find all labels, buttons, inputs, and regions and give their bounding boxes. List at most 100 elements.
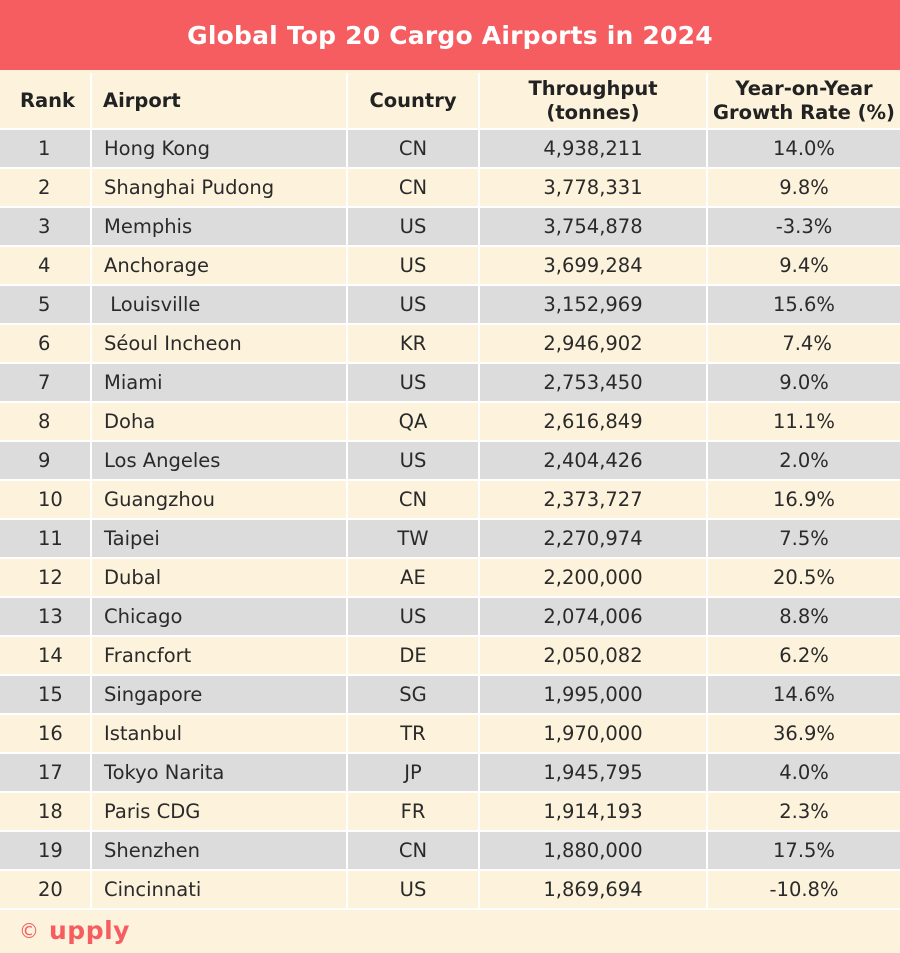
cell-throughput: 2,404,426: [480, 442, 708, 481]
cell-rank: 20: [0, 871, 92, 910]
cell-airport: Hong Kong: [92, 130, 348, 169]
cell-throughput: 1,869,694: [480, 871, 708, 910]
cell-airport: Singapore: [92, 676, 348, 715]
cell-growth: 2.3%: [708, 793, 900, 832]
throughput-header-line2: (tonnes): [546, 100, 640, 124]
cell-rank: 5: [0, 286, 92, 325]
cell-country: QA: [348, 403, 480, 442]
cell-rank: 9: [0, 442, 92, 481]
table-row: 9 Los Angeles US 2,404,426 2.0%: [0, 442, 900, 481]
cell-growth: 36.9%: [708, 715, 900, 754]
cell-airport: Memphis: [92, 208, 348, 247]
cell-growth: 15.6%: [708, 286, 900, 325]
table-row: 5 Louisville US 3,152,969 15.6%: [0, 286, 900, 325]
cell-throughput: 2,050,082: [480, 637, 708, 676]
cell-country: US: [348, 364, 480, 403]
cell-throughput: 2,270,974: [480, 520, 708, 559]
table-row: 1 Hong Kong CN 4,938,211 14.0%: [0, 130, 900, 169]
cell-growth: 8.8%: [708, 598, 900, 637]
cell-country: US: [348, 286, 480, 325]
table-row: 8 Doha QA 2,616,849 11.1%: [0, 403, 900, 442]
title-bar: Global Top 20 Cargo Airports in 2024: [0, 0, 900, 70]
cell-throughput: 3,754,878: [480, 208, 708, 247]
cell-country: CN: [348, 169, 480, 208]
copyright-icon: ©: [19, 918, 39, 943]
cell-country: SG: [348, 676, 480, 715]
table-row: 12 Dubal AE 2,200,000 20.5%: [0, 559, 900, 598]
page-title: Global Top 20 Cargo Airports in 2024: [187, 20, 713, 50]
cell-throughput: 3,778,331: [480, 169, 708, 208]
column-header-airport: Airport: [92, 73, 348, 130]
table-row: 15 Singapore SG 1,995,000 14.6%: [0, 676, 900, 715]
cell-airport: Dubal: [92, 559, 348, 598]
cell-rank: 18: [0, 793, 92, 832]
table-row: 20 Cincinnati US 1,869,694 -10.8%: [0, 871, 900, 910]
cell-throughput: 3,699,284: [480, 247, 708, 286]
growth-header-line1: Year-on-Year: [735, 76, 873, 100]
cell-airport: Istanbul: [92, 715, 348, 754]
cell-country: US: [348, 598, 480, 637]
cell-country: TW: [348, 520, 480, 559]
cell-rank: 7: [0, 364, 92, 403]
cell-airport: Séoul Incheon: [92, 325, 348, 364]
cell-growth: 2.0%: [708, 442, 900, 481]
cell-throughput: 1,945,795: [480, 754, 708, 793]
cell-throughput: 2,753,450: [480, 364, 708, 403]
cell-rank: 16: [0, 715, 92, 754]
cell-airport: Taipei: [92, 520, 348, 559]
table-row: 6 Séoul Incheon KR 2,946,902 7.4%: [0, 325, 900, 364]
cell-airport: Francfort: [92, 637, 348, 676]
cell-airport: Tokyo Narita: [92, 754, 348, 793]
cell-airport: Paris CDG: [92, 793, 348, 832]
column-header-throughput: Throughput (tonnes): [480, 73, 708, 130]
cell-rank: 13: [0, 598, 92, 637]
table-row: 16 Istanbul TR 1,970,000 36.9%: [0, 715, 900, 754]
table-row: 4 Anchorage US 3,699,284 9.4%: [0, 247, 900, 286]
cell-growth: 9.4%: [708, 247, 900, 286]
table-row: 10 Guangzhou CN 2,373,727 16.9%: [0, 481, 900, 520]
table-row: 17 Tokyo Narita JP 1,945,795 4.0%: [0, 754, 900, 793]
cell-country: US: [348, 247, 480, 286]
cell-rank: 3: [0, 208, 92, 247]
cell-country: DE: [348, 637, 480, 676]
table-row: 14 Francfort DE 2,050,082 6.2%: [0, 637, 900, 676]
cell-growth: 11.1%: [708, 403, 900, 442]
cell-rank: 15: [0, 676, 92, 715]
cell-rank: 4: [0, 247, 92, 286]
cell-rank: 12: [0, 559, 92, 598]
cell-growth: 6.2%: [708, 637, 900, 676]
table-row: 18 Paris CDG FR 1,914,193 2.3%: [0, 793, 900, 832]
cell-country: JP: [348, 754, 480, 793]
cell-country: US: [348, 871, 480, 910]
cell-airport: Chicago: [92, 598, 348, 637]
cell-growth: -3.3%: [708, 208, 900, 247]
cell-country: TR: [348, 715, 480, 754]
cell-country: FR: [348, 793, 480, 832]
cell-growth: 7.4%: [708, 325, 900, 364]
cell-country: CN: [348, 832, 480, 871]
cell-country: US: [348, 208, 480, 247]
cell-growth: 17.5%: [708, 832, 900, 871]
cell-rank: 2: [0, 169, 92, 208]
cell-throughput: 2,946,902: [480, 325, 708, 364]
cell-throughput: 1,995,000: [480, 676, 708, 715]
column-header-country: Country: [348, 73, 480, 130]
cell-throughput: 1,880,000: [480, 832, 708, 871]
cell-airport: Los Angeles: [92, 442, 348, 481]
cell-growth: 20.5%: [708, 559, 900, 598]
cell-airport: Miami: [92, 364, 348, 403]
cell-throughput: 2,074,006: [480, 598, 708, 637]
cell-throughput: 1,914,193: [480, 793, 708, 832]
cell-rank: 8: [0, 403, 92, 442]
cell-rank: 6: [0, 325, 92, 364]
cell-throughput: 2,616,849: [480, 403, 708, 442]
table-row: 3 Memphis US 3,754,878 -3.3%: [0, 208, 900, 247]
table-header: Rank Airport Country Throughput (tonnes)…: [0, 73, 900, 130]
cell-airport: Cincinnati: [92, 871, 348, 910]
header-row: Rank Airport Country Throughput (tonnes)…: [0, 73, 900, 130]
cell-airport: Anchorage: [92, 247, 348, 286]
cell-airport: Doha: [92, 403, 348, 442]
cell-country: CN: [348, 130, 480, 169]
cell-growth: 16.9%: [708, 481, 900, 520]
